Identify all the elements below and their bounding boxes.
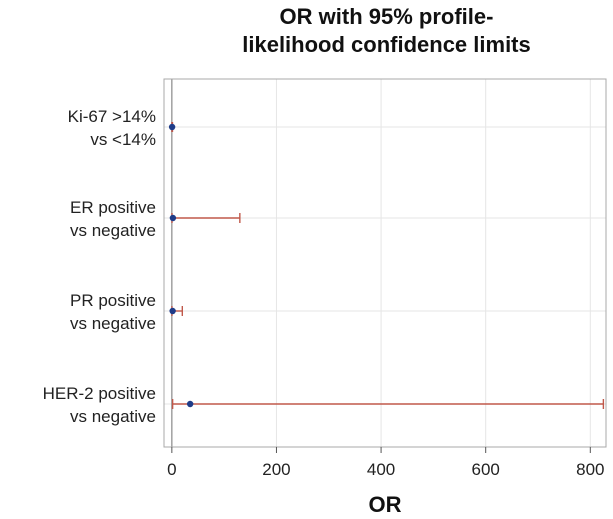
row-label-2-line-1: vs negative [70,314,156,333]
chart-title-line-2: likelihood confidence limits [242,32,531,57]
x-tick-label-400: 400 [367,460,395,479]
row-label-3-line-1: vs negative [70,407,156,426]
row-label-2-line-0: PR positive [70,291,156,310]
x-tick-label-200: 200 [262,460,290,479]
x-tick-label-600: 600 [472,460,500,479]
x-tick-label-0: 0 [167,460,176,479]
row-label-0-line-0: Ki-67 >14% [68,107,156,126]
chart-title-line-1: OR with 95% profile- [279,4,494,29]
row-label-0-line-1: vs <14% [90,130,156,149]
row-label-3-line-0: HER-2 positive [43,384,156,403]
plot-area [164,79,606,447]
or-point-2 [169,307,176,315]
or-point-1 [169,214,177,222]
or-point-0 [168,123,176,131]
x-tick-label-800: 800 [576,460,604,479]
or-point-3 [186,400,194,408]
x-axis-label: OR [369,492,402,517]
plot-frame [163,78,607,448]
row-label-1-line-1: vs negative [70,221,156,240]
row-label-1-line-0: ER positive [70,198,156,217]
